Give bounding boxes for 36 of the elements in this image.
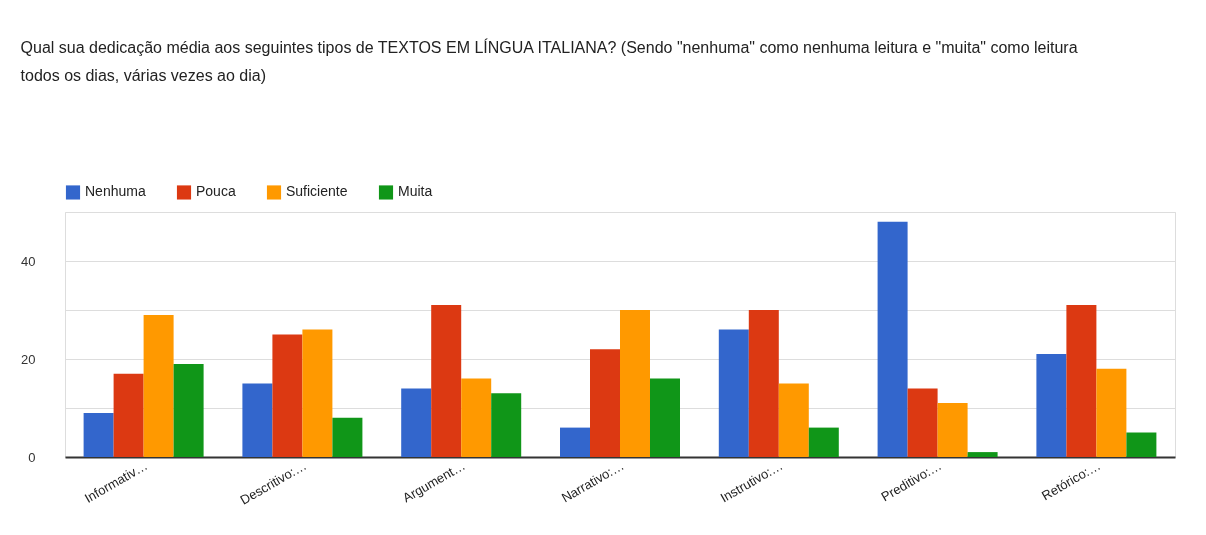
bar	[808, 427, 839, 457]
bar	[83, 412, 114, 457]
bar	[590, 349, 620, 457]
bar	[748, 310, 779, 457]
legend-label: Muita	[398, 183, 433, 200]
bar	[302, 329, 333, 457]
bar	[401, 388, 432, 457]
bar	[242, 383, 273, 457]
bar	[778, 383, 809, 457]
bar	[937, 403, 968, 457]
bar	[491, 393, 522, 457]
y-tick-label: 20	[21, 351, 36, 367]
legend-label: Nenhuma	[85, 183, 146, 200]
bar	[332, 417, 363, 457]
bar	[143, 314, 174, 457]
bar	[173, 363, 204, 457]
bar	[560, 427, 590, 457]
legend-label: Suficiente	[286, 183, 348, 200]
bar	[1066, 305, 1097, 457]
bar	[718, 329, 749, 457]
bar	[967, 452, 998, 457]
bar	[1096, 368, 1127, 457]
bar	[461, 378, 492, 457]
y-tick-label: 40	[21, 253, 36, 269]
y-tick-label: 0	[28, 449, 36, 465]
bar	[431, 305, 462, 457]
bar	[877, 221, 908, 457]
bar	[650, 378, 680, 457]
bar	[272, 334, 303, 457]
bar	[1126, 432, 1157, 457]
bar	[620, 310, 650, 457]
bar	[113, 373, 144, 457]
chart-title: Qual sua dedicação média aos seguintes tipos de TEXTOS EM LÍNGUA ITALIANA? (Sendo "nenhuma" como nenhuma leitura e "muita" como leitura todos os dias, várias vezes ao dia)	[20, 38, 1078, 84]
bar	[1036, 354, 1067, 457]
bar	[907, 388, 938, 457]
legend-label: Pouca	[196, 183, 236, 200]
